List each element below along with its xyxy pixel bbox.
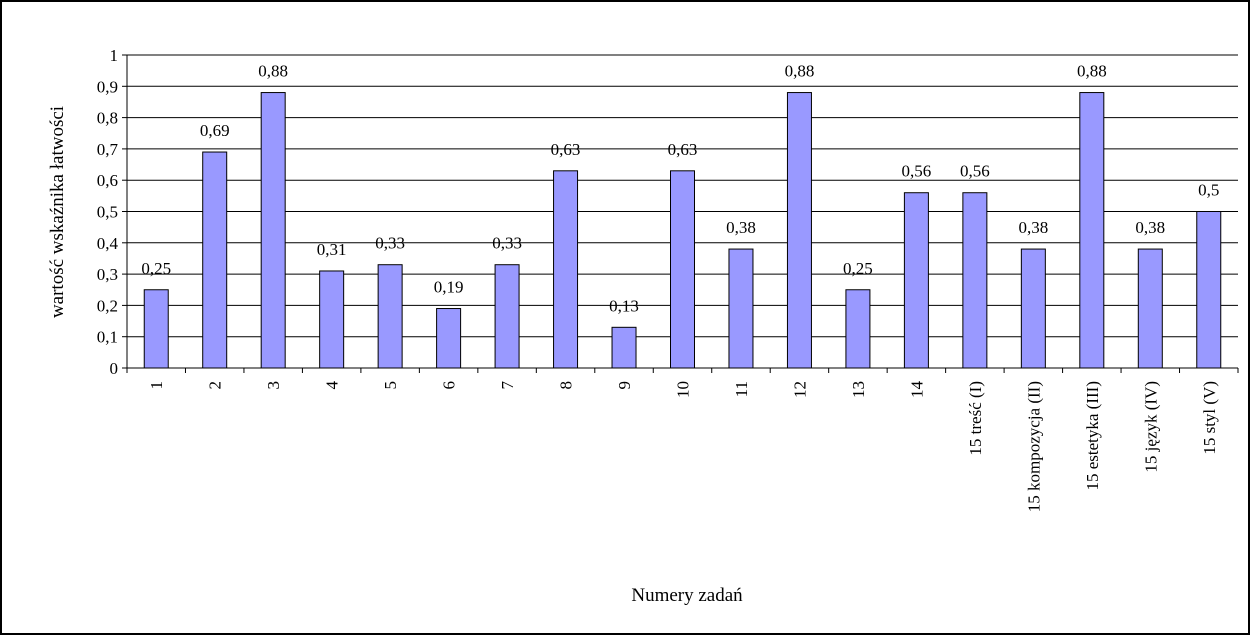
y-tick-label: 0,3: [97, 265, 118, 284]
x-category-label: 6: [440, 381, 459, 390]
data-label: 0,38: [1018, 218, 1048, 237]
bar: [845, 289, 871, 369]
data-label: 0,63: [551, 140, 581, 159]
x-category-label: 2: [206, 381, 225, 390]
x-category-label: 10: [674, 381, 693, 398]
data-label: 0,38: [726, 218, 756, 237]
bar: [670, 170, 695, 369]
x-category-label: 15 język (IV): [1141, 381, 1160, 473]
data-label: 0,33: [375, 234, 405, 253]
y-tick-label: 0,9: [97, 77, 118, 96]
x-axis-categories: 1 2 3 4 5 6 7 8 9 10 11 12 13 14 15 treść (I) 15 kompoz…: [126, 368, 1239, 512]
data-label: 0,38: [1135, 218, 1165, 237]
bar: [786, 92, 812, 369]
bar: [903, 192, 929, 369]
y-tick-label: 0,2: [97, 296, 118, 315]
y-tick-label: 0: [110, 359, 119, 378]
x-category-label: 3: [264, 381, 283, 390]
bar: [377, 264, 403, 369]
x-category-label: 13: [849, 381, 868, 398]
x-category-label: 5: [381, 381, 400, 390]
y-axis-title: wartość wskaźnika łatwości: [47, 106, 68, 318]
data-label: 0,88: [785, 62, 815, 81]
data-label: 0,88: [258, 62, 288, 81]
y-tick-label: 0,8: [97, 109, 118, 128]
bar: [1020, 248, 1046, 369]
bar: [1137, 248, 1163, 369]
x-category-label: 14: [907, 381, 926, 399]
x-category-label: 4: [323, 381, 342, 390]
x-axis-title: Numery zadań: [631, 585, 743, 606]
data-labels: 0,25 0,69 0,88 0,31 0,33 0,19 0,33 0,63 0,13 0,63…: [141, 62, 1219, 316]
bar: [962, 192, 988, 369]
y-tick-label: 0,1: [97, 328, 118, 347]
bar: [319, 270, 345, 369]
bar: [202, 151, 228, 369]
data-label: 0,69: [200, 121, 230, 140]
y-tick-label: 0,6: [97, 171, 118, 190]
bar: [728, 248, 754, 369]
data-label: 0,33: [492, 234, 522, 253]
x-category-label: 11: [732, 381, 751, 397]
bar: [260, 92, 286, 369]
y-tick-label: 0,7: [97, 140, 119, 159]
data-label: 0,88: [1077, 62, 1107, 81]
x-category-label: 8: [557, 381, 576, 390]
data-label: 0,25: [141, 259, 171, 278]
y-tick-label: 0,5: [97, 203, 118, 222]
bar: [143, 289, 169, 369]
data-label: 0,5: [1198, 181, 1219, 200]
x-category-label: 15 estetyka (III): [1083, 381, 1102, 491]
x-category-label: 15 treść (I): [966, 381, 985, 456]
x-category-label: 15 styl (V): [1200, 381, 1219, 455]
y-tick-label: 1: [110, 46, 119, 65]
x-category-label: 12: [790, 381, 809, 398]
bars: [143, 92, 1222, 369]
x-category-label: 7: [498, 381, 517, 390]
data-label: 0,31: [317, 240, 347, 259]
data-label: 0,56: [902, 162, 932, 181]
x-category-label: 9: [615, 381, 634, 390]
y-axis-ticks: 0 0,1 0,2 0,3 0,4 0,5 0,6 0,7 0,8 0,9 1: [97, 46, 127, 378]
x-category-label: 15 kompozycja (II): [1024, 381, 1043, 512]
data-label: 0,25: [843, 259, 873, 278]
x-category-label: 1: [147, 381, 166, 390]
bar: [494, 264, 520, 369]
bar: [611, 326, 637, 369]
bar: [436, 308, 462, 369]
data-label: 0,13: [609, 296, 639, 315]
bar: [1196, 211, 1222, 369]
data-label: 0,19: [434, 278, 464, 297]
y-tick-label: 0,4: [97, 234, 119, 253]
data-label: 0,56: [960, 162, 990, 181]
data-label: 0,63: [668, 140, 698, 159]
bar: [1079, 92, 1105, 369]
bar: [553, 170, 579, 369]
